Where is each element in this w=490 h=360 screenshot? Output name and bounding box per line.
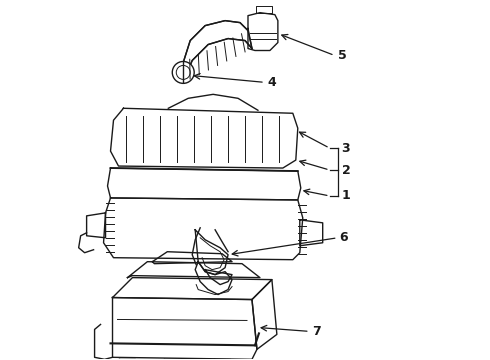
Polygon shape	[183, 21, 252, 82]
Polygon shape	[195, 230, 228, 275]
Text: 5: 5	[338, 49, 346, 62]
Polygon shape	[113, 298, 257, 359]
Polygon shape	[113, 278, 272, 300]
Polygon shape	[248, 13, 278, 50]
Polygon shape	[120, 359, 135, 360]
Polygon shape	[152, 252, 232, 264]
Polygon shape	[300, 220, 323, 246]
Ellipse shape	[172, 62, 194, 84]
Polygon shape	[205, 270, 232, 285]
Polygon shape	[111, 108, 298, 168]
Polygon shape	[214, 359, 230, 360]
Polygon shape	[103, 198, 303, 260]
Polygon shape	[87, 213, 105, 238]
Text: 7: 7	[312, 325, 320, 338]
Text: 4: 4	[268, 76, 277, 89]
Polygon shape	[107, 168, 301, 200]
Text: 6: 6	[340, 231, 348, 244]
Polygon shape	[127, 262, 260, 278]
Polygon shape	[195, 262, 232, 294]
Text: 3: 3	[342, 141, 350, 155]
Text: 1: 1	[342, 189, 350, 202]
Polygon shape	[256, 6, 272, 13]
Polygon shape	[164, 359, 180, 360]
Text: 2: 2	[342, 163, 350, 176]
Polygon shape	[252, 280, 277, 349]
